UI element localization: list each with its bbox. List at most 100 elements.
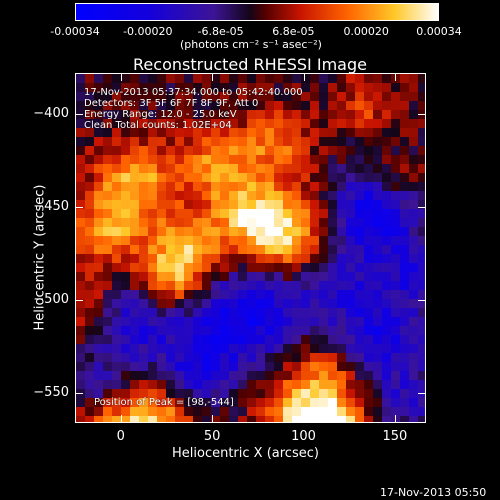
heatmap-cell <box>193 83 203 93</box>
heatmap-cell <box>256 272 266 282</box>
heatmap-cell <box>337 245 347 255</box>
heatmap-cell <box>94 317 104 327</box>
heatmap-cell <box>139 326 149 336</box>
heatmap-cell <box>310 245 320 255</box>
heatmap-cell <box>292 173 302 183</box>
heatmap-cell <box>103 290 113 300</box>
heatmap-cell <box>112 389 122 399</box>
heatmap-cell <box>85 155 95 165</box>
heatmap-cell <box>256 173 266 183</box>
heatmap-cell <box>220 83 230 93</box>
heatmap-cell <box>409 137 419 147</box>
heatmap-cell <box>157 389 167 399</box>
heatmap-cell <box>328 227 338 237</box>
heatmap-cell <box>175 74 185 84</box>
heatmap-cell <box>319 362 329 372</box>
heatmap-cell <box>220 326 230 336</box>
heatmap-cell <box>292 164 302 174</box>
heatmap-cell <box>112 416 122 422</box>
heatmap-cell <box>184 398 194 408</box>
heatmap-cell <box>301 74 311 84</box>
heatmap-cell <box>337 137 347 147</box>
heatmap-cell <box>337 353 347 363</box>
heatmap-cell <box>193 380 203 390</box>
heatmap-cell <box>382 308 392 318</box>
heatmap-cell <box>166 191 176 201</box>
heatmap-cell <box>139 74 149 84</box>
heatmap-cell <box>211 380 221 390</box>
heatmap-cell <box>355 209 365 219</box>
heatmap-cell <box>256 245 266 255</box>
heatmap-cell <box>166 380 176 390</box>
heatmap-cell <box>355 308 365 318</box>
heatmap-cell <box>148 299 158 309</box>
heatmap-cell <box>184 173 194 183</box>
heatmap-cell <box>391 218 401 228</box>
heatmap-cell <box>256 200 266 210</box>
heatmap-cell <box>238 389 248 399</box>
heatmap-cell <box>382 209 392 219</box>
heatmap-cell <box>310 416 320 422</box>
heatmap-cell <box>400 272 410 282</box>
heatmap-cell <box>382 281 392 291</box>
heatmap-cell <box>310 236 320 246</box>
heatmap-cell <box>184 344 194 354</box>
heatmap-cell <box>256 380 266 390</box>
heatmap-cell <box>166 389 176 399</box>
heatmap-cell <box>220 137 230 147</box>
heatmap-cell <box>103 281 113 291</box>
y-tick-mark <box>418 393 426 395</box>
heatmap-cell <box>139 209 149 219</box>
heatmap-cell <box>337 317 347 327</box>
heatmap-cell <box>148 227 158 237</box>
heatmap-cell <box>382 110 392 120</box>
heatmap-cell <box>184 362 194 372</box>
heatmap-cell <box>130 236 140 246</box>
heatmap-cell <box>103 416 113 422</box>
heatmap-cell <box>418 155 425 165</box>
heatmap-cell <box>265 398 275 408</box>
heatmap-cell <box>310 101 320 111</box>
heatmap-cell <box>175 326 185 336</box>
heatmap-cell <box>400 344 410 354</box>
heatmap-cell <box>94 245 104 255</box>
heatmap-cell <box>310 362 320 372</box>
heatmap-cell <box>139 344 149 354</box>
heatmap-cell <box>130 317 140 327</box>
heatmap-cell <box>139 83 149 93</box>
heatmap-cell <box>121 164 131 174</box>
heatmap-cell <box>391 101 401 111</box>
heatmap-cell <box>274 371 284 381</box>
heatmap-cell <box>94 83 104 93</box>
heatmap-cell <box>382 371 392 381</box>
heatmap-cell <box>193 326 203 336</box>
heatmap-cell <box>373 353 383 363</box>
heatmap-cell <box>256 227 266 237</box>
heatmap-cell <box>400 281 410 291</box>
heatmap-cell <box>292 407 302 417</box>
heatmap-cell <box>301 245 311 255</box>
heatmap-cell <box>112 308 122 318</box>
heatmap-cell <box>166 263 176 273</box>
heatmap-cell <box>364 308 374 318</box>
heatmap-cell <box>328 362 338 372</box>
heatmap-cell <box>130 128 140 138</box>
heatmap-cell <box>85 101 95 111</box>
heatmap-cell <box>409 281 419 291</box>
heatmap-cell <box>382 353 392 363</box>
heatmap-cell <box>409 164 419 174</box>
heatmap-cell <box>274 254 284 264</box>
heatmap-cell <box>202 164 212 174</box>
heatmap-cell <box>346 389 356 399</box>
heatmap-cell <box>256 254 266 264</box>
heatmap-cell <box>94 137 104 147</box>
heatmap-cell <box>373 200 383 210</box>
heatmap-cell <box>355 110 365 120</box>
heatmap-cell <box>157 227 167 237</box>
heatmap-cell <box>328 389 338 399</box>
heatmap-cell <box>391 182 401 192</box>
heatmap-cell <box>85 146 95 156</box>
heatmap-cell <box>184 290 194 300</box>
heatmap-cell <box>238 209 248 219</box>
heatmap-cell <box>238 326 248 336</box>
